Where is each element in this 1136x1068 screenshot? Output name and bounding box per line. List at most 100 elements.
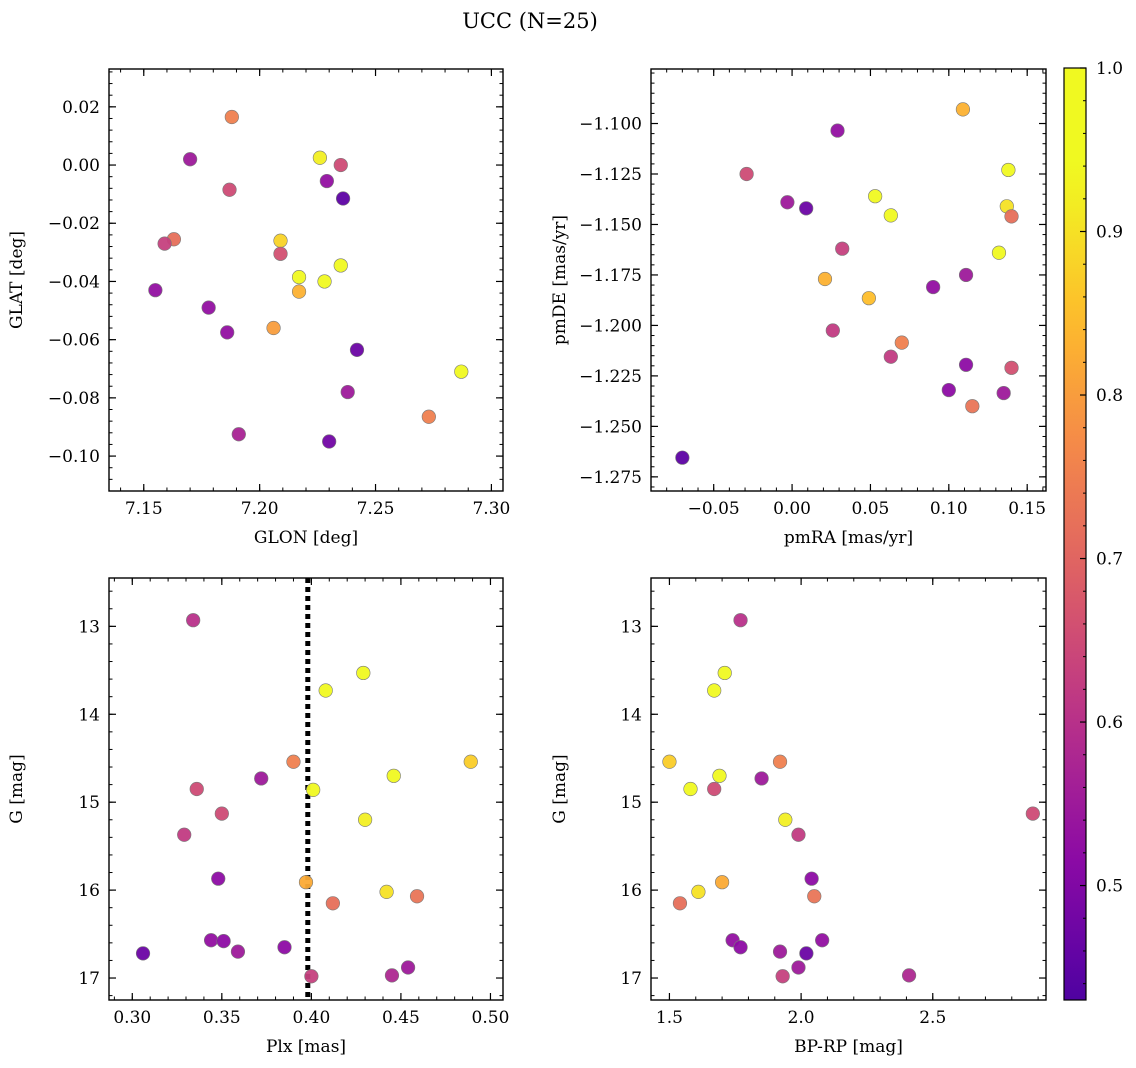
scatter-point — [222, 182, 237, 197]
axes-frame — [108, 577, 504, 1001]
axes-frame — [650, 68, 1047, 492]
scatter-point — [868, 189, 883, 204]
x-tick-label: 0.10 — [930, 499, 968, 519]
y-tick-label: 13 — [620, 617, 642, 637]
colorbar-tick-label: 0.7 — [1096, 550, 1123, 570]
y-axis-label: G [mag] — [7, 754, 27, 823]
scatter-point — [1004, 209, 1019, 224]
scatter-point — [349, 342, 365, 357]
scatter-point — [830, 123, 845, 138]
x-tick-label: 1.5 — [656, 1008, 683, 1028]
scatter-points — [662, 613, 1040, 984]
y-tick-label: −0.02 — [48, 214, 100, 234]
scatter-point — [286, 754, 301, 769]
y-tick-label: 15 — [620, 793, 642, 813]
scatter-point — [298, 875, 314, 890]
scatter-point — [778, 812, 793, 827]
scatter-point — [277, 940, 292, 955]
scatter-point — [335, 191, 351, 206]
y-tick-label: 14 — [78, 705, 100, 725]
scatter-point — [739, 166, 754, 182]
scatter-point — [211, 871, 226, 886]
colorbar-tick-label: 0.9 — [1096, 223, 1123, 243]
scatter-point — [714, 875, 730, 890]
y-tick-label: 16 — [620, 881, 642, 901]
panels-group: 7.15 7.20 7.25 7.30 0.02 0.00 −0.02 −0.04 −0.06 −… — [7, 68, 1047, 1057]
scatter-point — [333, 157, 348, 173]
scatter-point — [333, 258, 348, 273]
scatter-point — [325, 896, 340, 911]
scatter-point — [791, 827, 806, 842]
scatter-point — [291, 269, 307, 285]
colorbar-tick-label: 0.8 — [1096, 386, 1123, 406]
scatter-point — [148, 283, 163, 298]
panel-3: 0.30 0.35 0.40 0.45 0.50 13 14 15 16 17 Plx [mas] G… — [7, 577, 510, 1057]
colorbar-gradient — [1063, 67, 1087, 1001]
x-tick-label: 0.40 — [292, 1008, 330, 1028]
scatter-point — [304, 969, 319, 984]
scatter-point — [203, 933, 219, 948]
x-axis-label: Plx [mas] — [266, 1037, 346, 1057]
scatter-point — [183, 152, 198, 167]
scatter-point — [754, 771, 769, 786]
figure-title: UCC (N=25) — [462, 9, 598, 33]
scatter-point — [177, 827, 192, 842]
scatter-point — [958, 267, 974, 283]
scatter-point — [941, 382, 956, 398]
scatter-point — [322, 434, 337, 449]
scatter-point — [201, 300, 216, 315]
scatter-point — [817, 271, 833, 287]
scatter-point — [672, 896, 688, 911]
x-tick-label: 2.5 — [919, 1008, 946, 1028]
scatter-point — [400, 960, 416, 975]
x-tick-label: 0.35 — [203, 1008, 241, 1028]
scatter-point — [220, 325, 235, 340]
scatter-point — [312, 150, 328, 165]
x-tick-label: 7.30 — [472, 499, 510, 519]
scatter-point — [157, 236, 172, 251]
y-axis-label: G [mag] — [550, 754, 570, 823]
scatter-point — [317, 274, 332, 289]
y-tick-label: −0.06 — [48, 331, 100, 351]
colorbar-tick-label: 0.6 — [1096, 713, 1123, 733]
scatter-point — [340, 384, 355, 400]
x-tick-label: 0.05 — [852, 499, 890, 519]
scatter-point — [772, 944, 788, 959]
scatter-point — [825, 323, 840, 338]
scatter-point — [1001, 162, 1016, 178]
scatter-point — [231, 427, 246, 442]
x-axis-label: pmRA [mas/yr] — [784, 528, 913, 548]
scatter-point — [733, 613, 748, 628]
scatter-point — [273, 246, 288, 261]
scatter-point — [1025, 806, 1040, 821]
scatter-point — [815, 933, 830, 948]
scatter-point — [791, 960, 806, 975]
scatter-point — [883, 349, 898, 364]
y-tick-label: −1.175 — [579, 266, 642, 286]
scatter-point — [662, 754, 677, 769]
y-tick-label: −1.225 — [579, 367, 642, 387]
scatter-point — [384, 968, 400, 983]
colorbar: 0.5 0.6 0.7 0.8 0.9 1.0 — [1063, 59, 1123, 1001]
scatter-points — [135, 613, 478, 984]
y-tick-label: 14 — [620, 705, 642, 725]
scatter-point — [712, 768, 727, 783]
x-tick-label: 0.45 — [382, 1008, 420, 1028]
scatter-point — [318, 683, 333, 698]
scatter-point — [291, 284, 307, 299]
panel-4: 1.5 2.0 2.5 13 14 15 16 17 BP-RP [mag] G [mag] — [550, 577, 1047, 1057]
scatter-point — [454, 364, 469, 379]
scatter-point — [214, 806, 229, 821]
scatter-point — [224, 109, 239, 125]
scatter-point — [216, 933, 231, 949]
scatter-point — [861, 291, 876, 306]
scatter-point — [780, 195, 795, 210]
scatter-point — [1004, 360, 1019, 375]
y-tick-label: 0.00 — [62, 156, 100, 176]
scatter-point — [926, 279, 941, 295]
scatter-point — [266, 320, 281, 336]
x-tick-label: 0.50 — [472, 1008, 510, 1028]
colorbar-tick-label: 1.0 — [1096, 59, 1123, 79]
x-axis-label: BP-RP [mag] — [794, 1037, 903, 1057]
